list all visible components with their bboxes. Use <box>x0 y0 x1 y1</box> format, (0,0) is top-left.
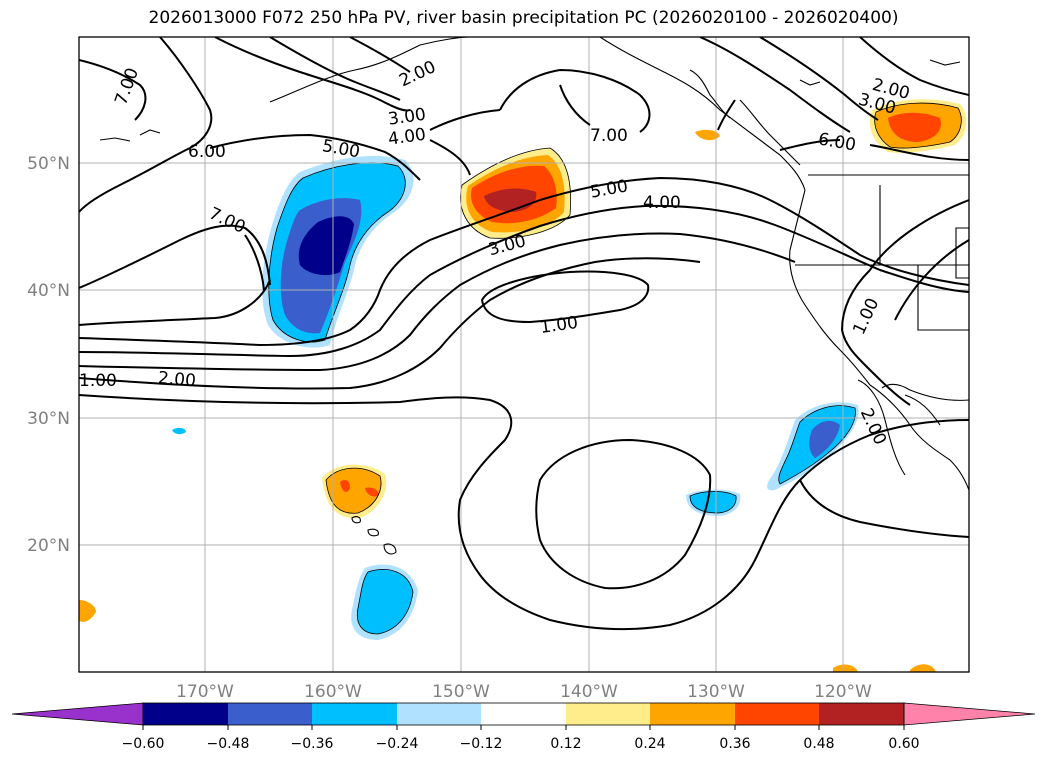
precip-outlines <box>268 102 962 635</box>
lon-tick-label: 160°W <box>304 682 362 702</box>
contour-label: 1.00 <box>79 371 117 391</box>
lon-tick-label: 130°W <box>687 682 745 702</box>
lon-tick-label: 140°W <box>560 682 618 702</box>
colorbar-max-extend <box>903 702 1036 726</box>
contour-label: 2.00 <box>157 368 196 391</box>
colorbar-segment <box>481 703 566 725</box>
pv-contour-labels: 7.00 2.00 3.00 4.00 6.00 5.00 7.00 7.00 … <box>79 57 912 448</box>
colorbar-tick-label: 0.48 <box>803 736 834 752</box>
contour-label: 6.00 <box>188 142 226 162</box>
map-title: 2026013000 F072 250 hPa PV, river basin … <box>148 8 899 28</box>
colorbar-tick-label: −0.36 <box>291 736 334 752</box>
lat-tick-label: 30°N <box>27 409 70 429</box>
colorbar: −0.60 −0.48 −0.36 −0.24 −0.12 0.12 0.24 … <box>11 702 1036 752</box>
map-frame <box>78 36 970 673</box>
gridlines <box>79 37 969 672</box>
pv-contours <box>79 37 969 631</box>
colorbar-segment <box>228 703 312 725</box>
colorbar-tick-label: 0.60 <box>888 736 919 752</box>
colorbar-tick-label: −0.24 <box>376 736 419 752</box>
colorbar-segment <box>735 703 819 725</box>
contour-label: 4.00 <box>643 193 681 213</box>
colorbar-tick-label: −0.48 <box>207 736 250 752</box>
colorbar-min-extend <box>11 702 144 726</box>
colorbar-segment <box>312 703 397 725</box>
lon-tick-label: 170°W <box>176 682 234 702</box>
lon-tick-label: 150°W <box>432 682 490 702</box>
colorbar-tick-label: 0.36 <box>719 736 750 752</box>
lat-tick-label: 40°N <box>27 281 70 301</box>
colorbar-segment <box>143 703 228 725</box>
colorbar-segment <box>819 703 904 725</box>
colorbar-segment <box>397 703 481 725</box>
contour-label: 7.00 <box>590 126 628 146</box>
lat-tick-labels: 50°N 40°N 30°N 20°N <box>27 154 70 556</box>
colorbar-segment <box>566 703 650 725</box>
colorbar-tick-label: −0.12 <box>460 736 503 752</box>
lon-tick-labels: 170°W 160°W 150°W 140°W 130°W 120°W <box>176 682 872 702</box>
colorbar-ticks <box>142 725 905 730</box>
colorbar-tick-label: −0.60 <box>122 736 165 752</box>
colorbar-tick-labels: −0.60 −0.48 −0.36 −0.24 −0.12 0.12 0.24 … <box>122 736 920 752</box>
lat-tick-label: 20°N <box>27 536 70 556</box>
colorbar-segment <box>650 703 735 725</box>
precip-shading <box>79 99 967 672</box>
lon-tick-label: 120°W <box>814 682 872 702</box>
lat-tick-label: 50°N <box>27 154 70 174</box>
colorbar-tick-label: 0.12 <box>550 736 581 752</box>
colorbar-tick-label: 0.24 <box>634 736 665 752</box>
